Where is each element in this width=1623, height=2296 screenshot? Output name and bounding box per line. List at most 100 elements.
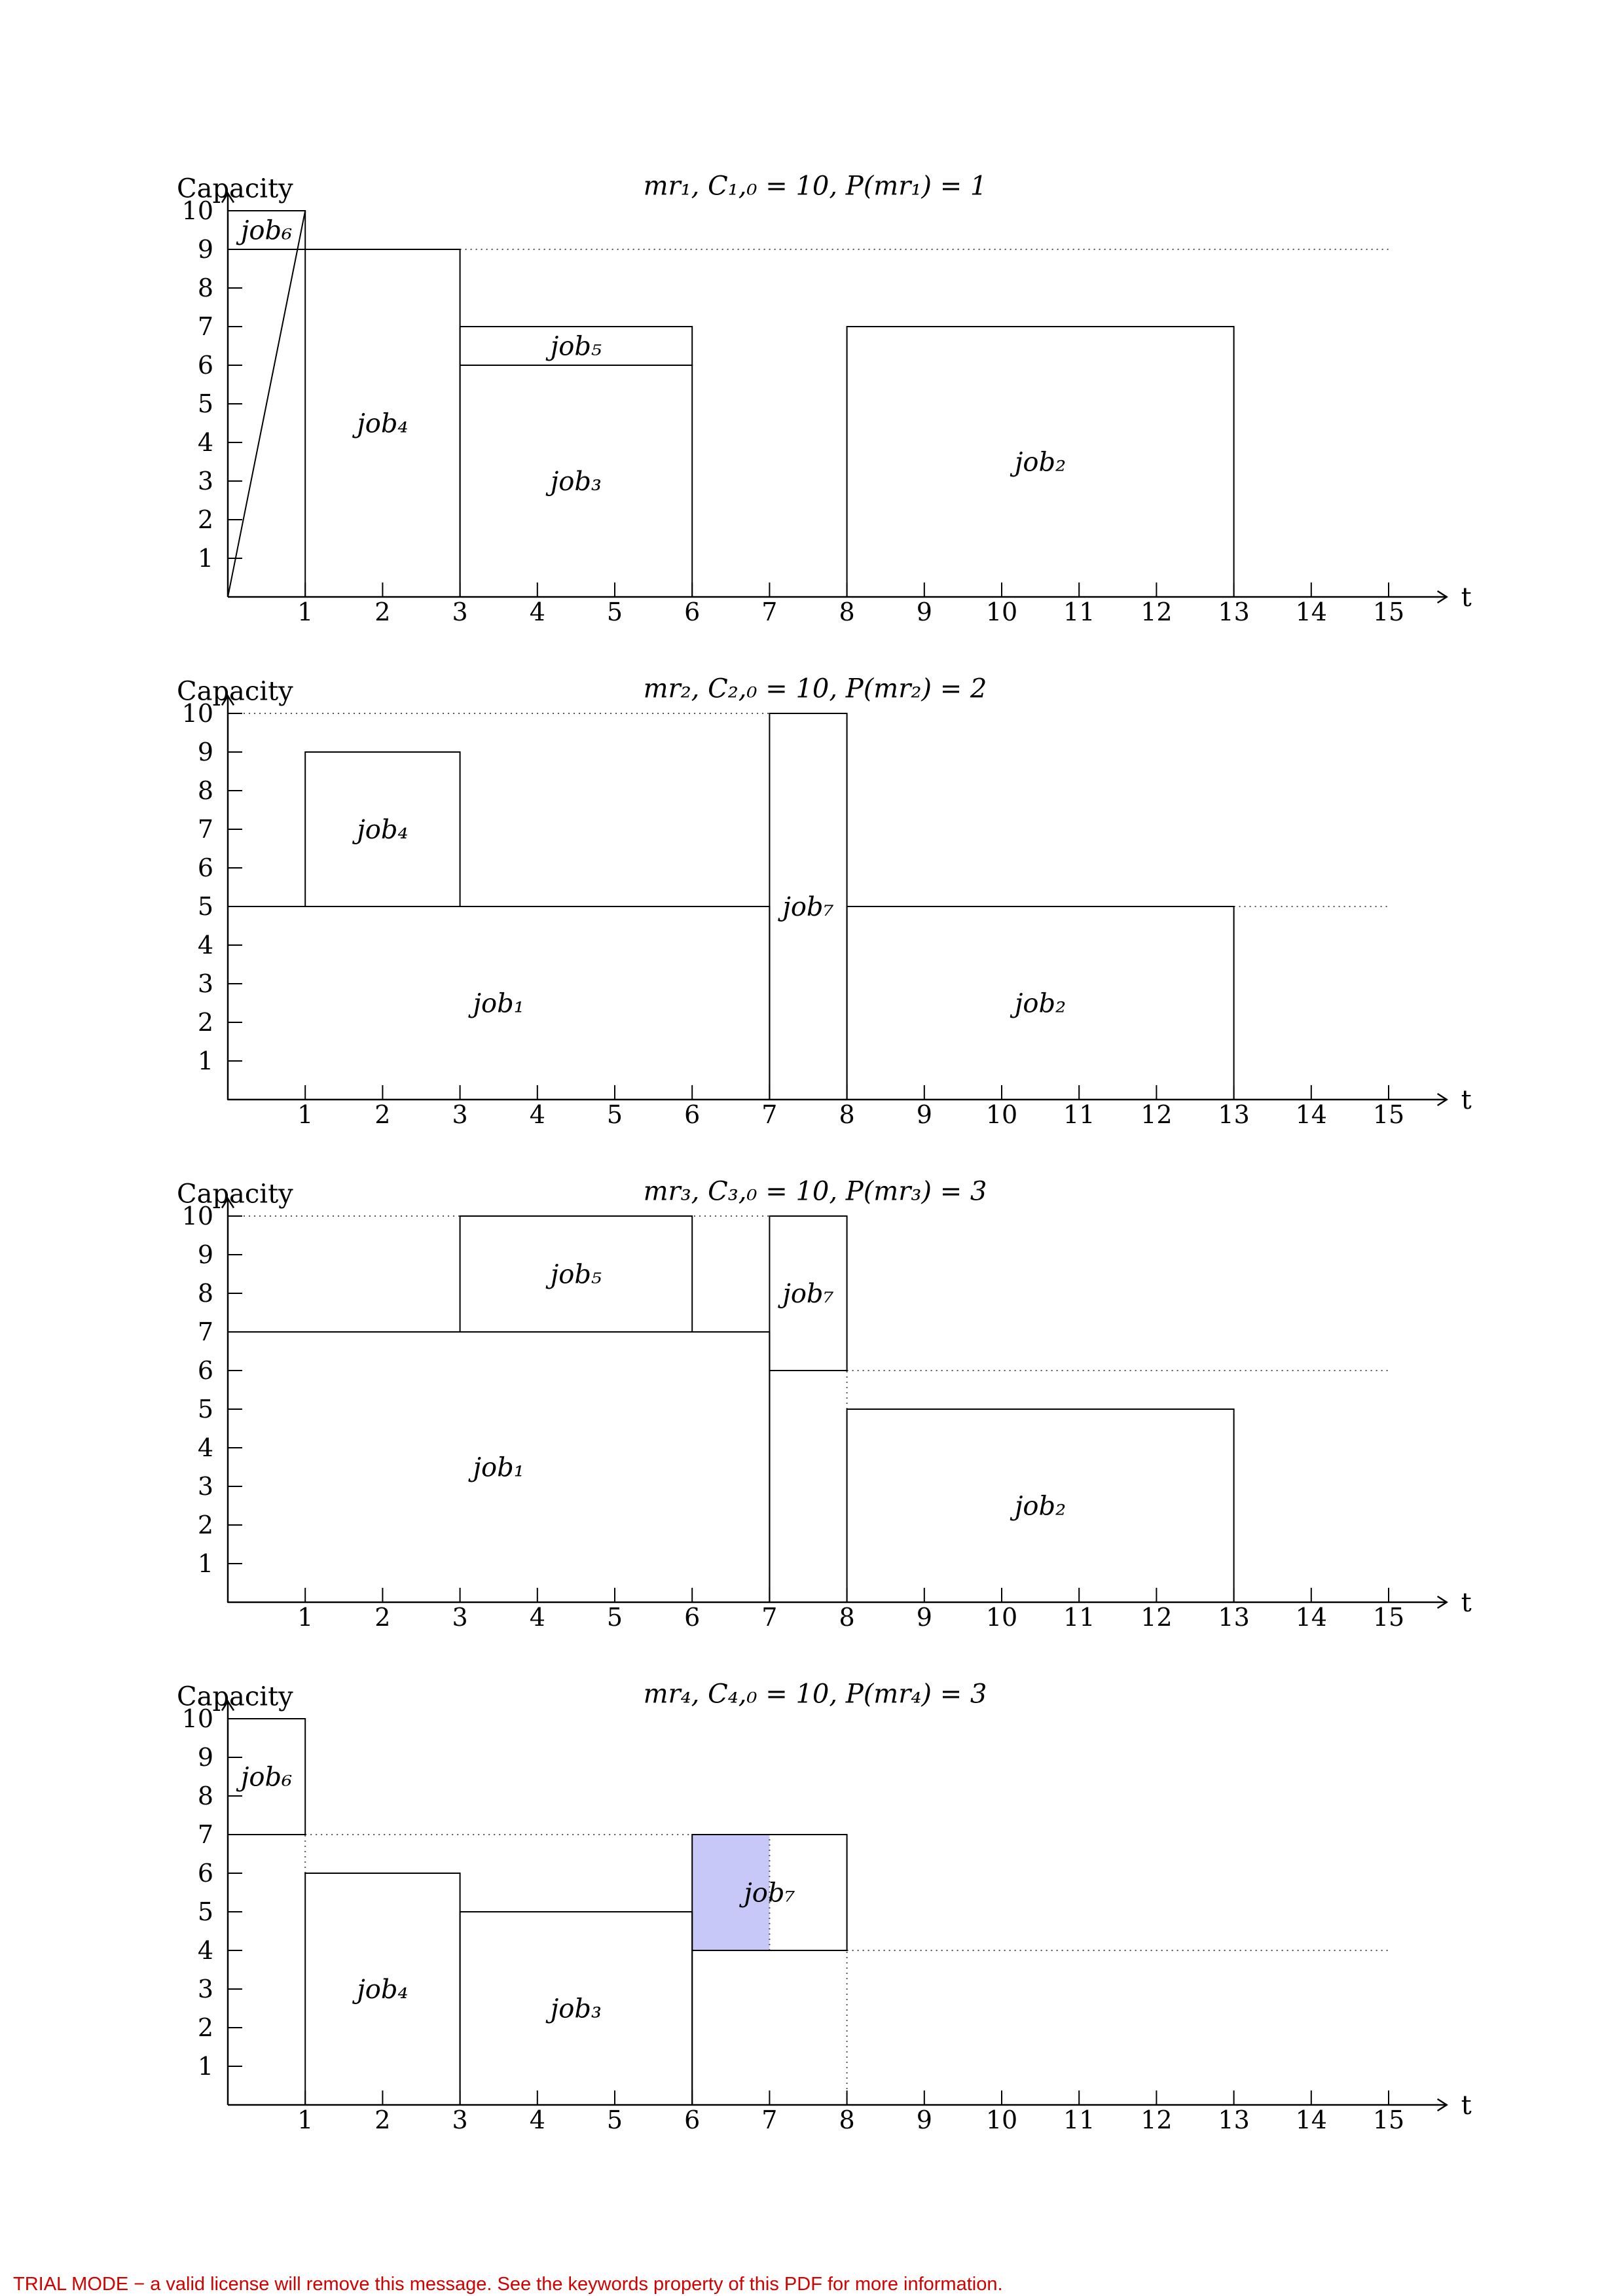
- y-tick-label: 5: [198, 1897, 213, 1926]
- x-tick-label: 4: [530, 1603, 545, 1632]
- x-tick-label: 12: [1140, 1100, 1172, 1129]
- x-tick-label: 10: [986, 1603, 1017, 1632]
- x-tick-label: 4: [530, 1100, 545, 1129]
- chart-title: mr₄, C₄,₀ = 10, P(mr₄) = 3: [644, 1679, 987, 1709]
- x-tick-label: 15: [1373, 1100, 1404, 1129]
- job-label: job₁: [468, 989, 524, 1019]
- y-tick-label: 10: [182, 1202, 213, 1230]
- x-tick-label: 12: [1140, 598, 1172, 626]
- x-tick-label: 14: [1296, 598, 1327, 626]
- y-tick-label: 1: [198, 1549, 213, 1578]
- x-tick-label: 13: [1218, 1603, 1249, 1632]
- y-tick-label: 5: [198, 389, 213, 418]
- job-label: job₂: [1010, 1492, 1066, 1522]
- job-label: job₄: [352, 1975, 408, 2005]
- job-label: job₄: [352, 815, 408, 845]
- y-tick-label: 10: [182, 1704, 213, 1733]
- x-tick-label: 3: [452, 598, 468, 626]
- y-tick-label: 3: [198, 969, 213, 998]
- job-label: job₄: [352, 409, 408, 439]
- x-tick-label: 9: [917, 2106, 932, 2134]
- y-tick-label: 7: [198, 1318, 213, 1346]
- job-block: [691, 1834, 848, 1951]
- job-block: [459, 1215, 693, 1333]
- x-tick-label: 1: [297, 2106, 313, 2134]
- trial-mode-notice: TRIAL MODE − a valid license will remove…: [13, 2274, 1003, 2295]
- y-tick-label: 9: [198, 738, 213, 766]
- x-tick-label: 14: [1296, 1100, 1327, 1129]
- x-tick-label: 9: [917, 1100, 932, 1129]
- x-axis-arrow-icon: [1436, 590, 1448, 604]
- x-tick-label: 8: [839, 1603, 855, 1632]
- x-tick-label: 11: [1063, 2106, 1095, 2134]
- x-tick-label: 1: [297, 1100, 313, 1129]
- y-tick-label: 9: [198, 1240, 213, 1269]
- y-tick-label: 3: [198, 1975, 213, 2003]
- x-tick-label: 15: [1373, 598, 1404, 626]
- y-tick-label: 2: [198, 2013, 213, 2042]
- job-label: job₇: [777, 892, 833, 922]
- x-tick-label: 8: [839, 1100, 855, 1129]
- x-tick-label: 14: [1296, 2106, 1327, 2134]
- x-tick-label: 8: [839, 2106, 855, 2134]
- x-tick-label: 2: [374, 2106, 390, 2134]
- y-tick-label: 7: [198, 312, 213, 341]
- y-tick-label: 1: [198, 1047, 213, 1075]
- y-tick-label: 6: [198, 853, 213, 882]
- job-label: job₃: [545, 1994, 602, 2024]
- y-tick-label: 7: [198, 1820, 213, 1849]
- y-tick-label: 2: [198, 1511, 213, 1539]
- job-label: job₂: [1010, 448, 1066, 478]
- x-tick-label: 4: [530, 2106, 545, 2134]
- x-axis-arrow-icon: [1436, 2098, 1448, 2112]
- x-tick-label: 3: [452, 1100, 468, 1129]
- x-tick-label: 10: [986, 1100, 1017, 1129]
- x-tick-label: 2: [374, 1603, 390, 1632]
- x-tick-label: 2: [374, 598, 390, 626]
- y-axis-arrow-icon: [221, 1197, 235, 1209]
- job-label: job₁: [468, 1453, 524, 1483]
- x-tick-label: 6: [684, 1603, 700, 1632]
- job-block: [304, 751, 461, 907]
- x-axis-title: t: [1461, 1588, 1472, 1618]
- x-tick-label: 1: [297, 1603, 313, 1632]
- x-tick-label: 7: [761, 598, 777, 626]
- x-tick-label: 4: [530, 598, 545, 626]
- job-label: job₆: [236, 1763, 292, 1793]
- x-tick-label: 6: [684, 598, 700, 626]
- x-tick-label: 11: [1063, 1603, 1095, 1632]
- x-tick-label: 15: [1373, 2106, 1404, 2134]
- x-tick-label: 5: [607, 1603, 623, 1632]
- job-label: job₅: [545, 332, 602, 362]
- y-tick-label: 6: [198, 1859, 213, 1888]
- y-tick-label: 9: [198, 1743, 213, 1772]
- x-tick-label: 13: [1218, 598, 1249, 626]
- x-tick-label: 5: [607, 1100, 623, 1129]
- x-axis-arrow-icon: [1436, 1092, 1448, 1107]
- y-axis-arrow-icon: [221, 1700, 235, 1712]
- y-axis-arrow-icon: [221, 694, 235, 706]
- y-tick-label: 6: [198, 1356, 213, 1385]
- x-tick-label: 3: [452, 2106, 468, 2134]
- x-axis-title: t: [1461, 583, 1472, 613]
- y-tick-label: 10: [182, 196, 213, 225]
- x-tick-label: 8: [839, 598, 855, 626]
- chart-title: mr₂, C₂,₀ = 10, P(mr₂) = 2: [644, 673, 987, 704]
- x-tick-label: 6: [684, 2106, 700, 2134]
- x-axis-title: t: [1461, 1085, 1472, 1115]
- x-tick-label: 7: [761, 1100, 777, 1129]
- y-tick-label: 9: [198, 235, 213, 264]
- y-axis-arrow-icon: [221, 192, 235, 204]
- x-tick-label: 9: [917, 598, 932, 626]
- y-tick-label: 2: [198, 1008, 213, 1037]
- x-tick-label: 7: [761, 1603, 777, 1632]
- y-tick-label: 4: [198, 1936, 213, 1965]
- y-tick-label: 2: [198, 505, 213, 534]
- x-axis-arrow-icon: [1436, 1595, 1448, 1609]
- x-tick-label: 7: [761, 2106, 777, 2134]
- x-tick-label: 2: [374, 1100, 390, 1129]
- y-axis-title: Capacity: [177, 1179, 293, 1209]
